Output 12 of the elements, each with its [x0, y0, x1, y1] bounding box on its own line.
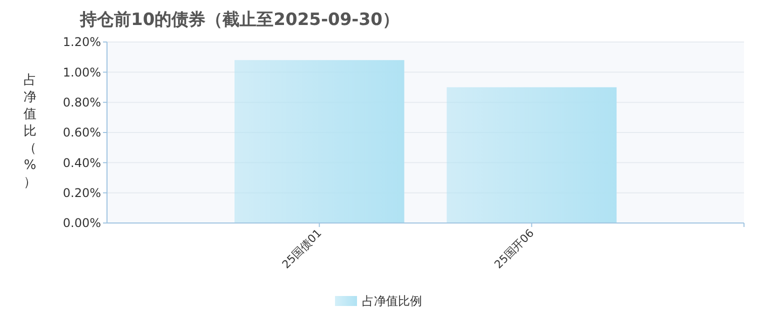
y-tick-label: 0.60%	[62, 126, 101, 140]
y-tick-label: 0.20%	[62, 186, 101, 200]
y-tick-label: 1.00%	[62, 65, 101, 80]
x-tick-label: 25国债01	[280, 226, 324, 272]
y-axis-title: 占净值比（%）	[24, 73, 36, 190]
x-tick-label: 25国开06	[492, 226, 537, 272]
legend-label: 占净值比例	[362, 294, 422, 308]
chart-title: 持仓前10的债券（截止至2025-09-30）	[79, 10, 400, 30]
y-tick-label: 1.20%	[62, 35, 101, 50]
y-tick-label: 0.80%	[62, 96, 101, 110]
y-tick-label: 0.40%	[62, 156, 101, 170]
y-tick-label: 0.00%	[62, 216, 101, 230]
